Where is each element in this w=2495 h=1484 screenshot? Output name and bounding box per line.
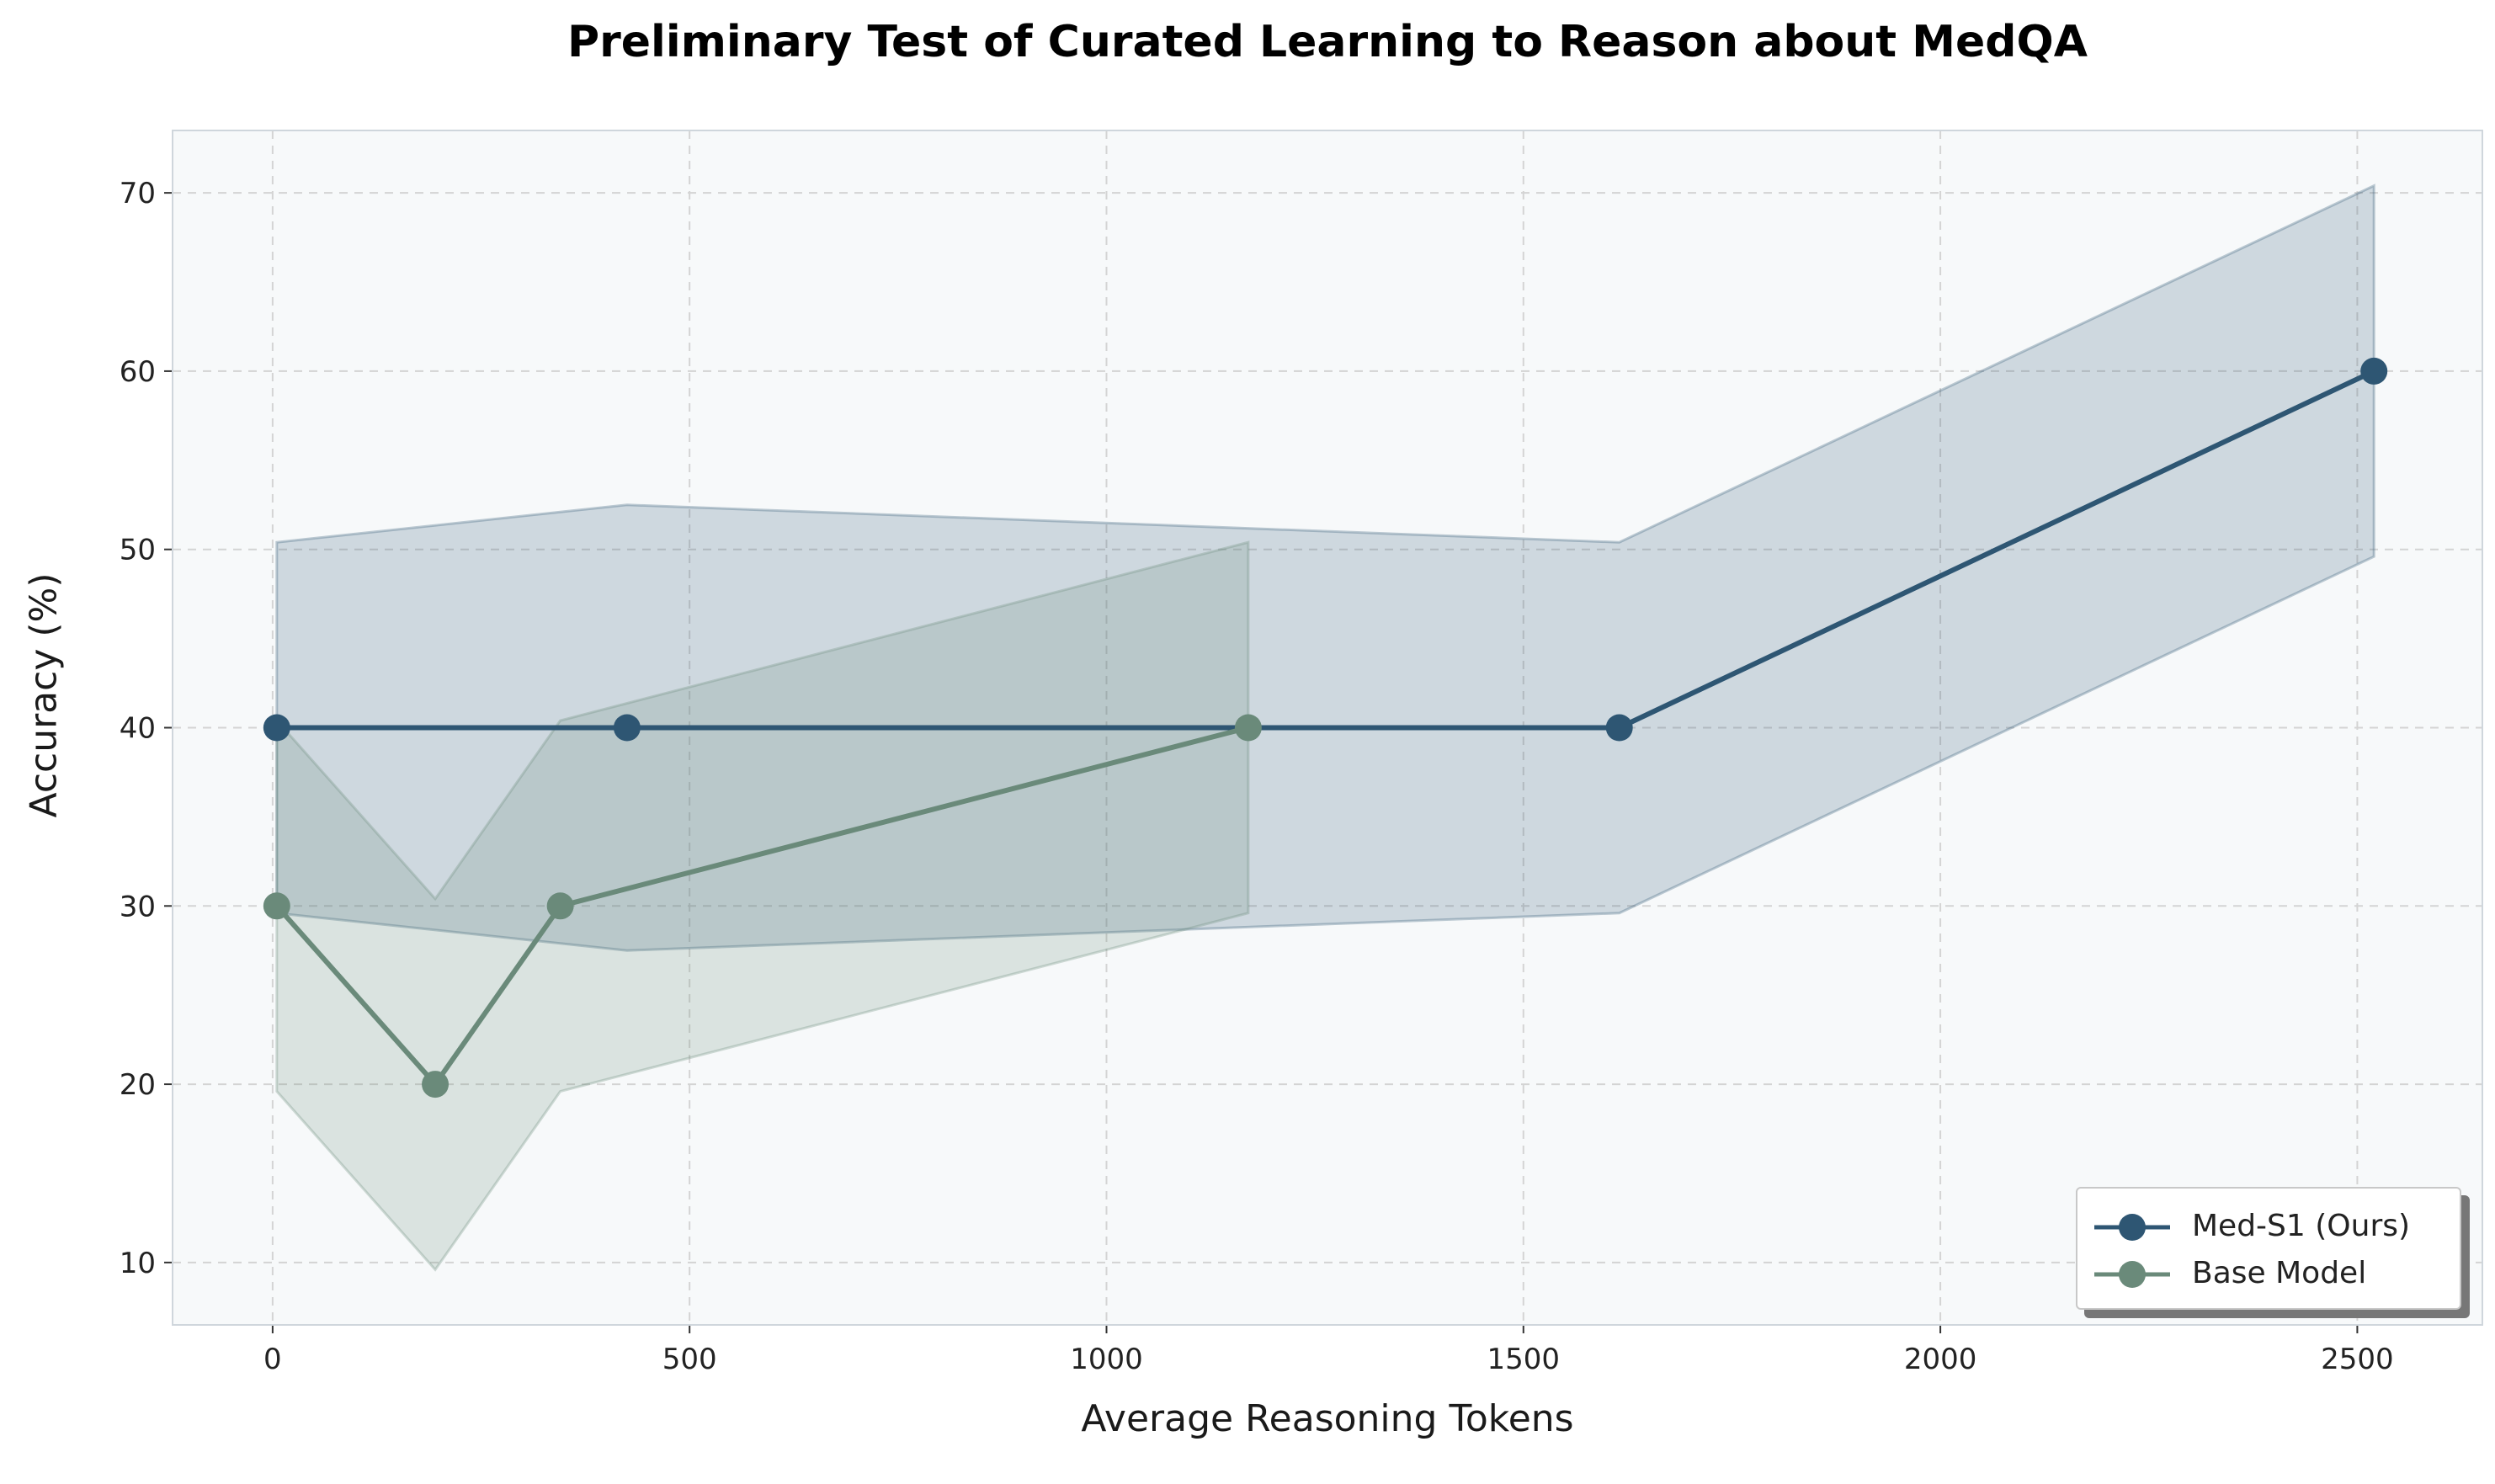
x-tick-label: 1500: [1487, 1343, 1561, 1376]
y-axis-label: Accuracy (%): [22, 572, 66, 818]
confidence-bands: [275, 184, 2375, 1272]
y-tick-label: 30: [120, 890, 156, 923]
point-med-s1-ours: [1605, 714, 1633, 742]
band-med-s1-ours: [275, 184, 2375, 952]
plot-frame: [172, 130, 2483, 1326]
band-base-model: [275, 540, 1250, 1272]
line-base-model: [274, 725, 1249, 1088]
y-axis-ticks: 10 20 30 40 50 60 70: [120, 177, 173, 1280]
point-base-model: [422, 1071, 450, 1098]
x-tick-label: 500: [662, 1343, 717, 1376]
point-med-s1-ours: [2360, 357, 2388, 385]
legend: Med-S1 (Ours) Base Model: [2076, 1187, 2461, 1310]
x-tick-label: 2500: [2321, 1343, 2394, 1376]
x-axis-label: Average Reasoning Tokens: [1081, 1397, 1574, 1440]
x-tick-label: 1000: [1070, 1343, 1143, 1376]
y-tick-label: 10: [120, 1247, 156, 1280]
legend-marker-base-model: [2094, 1261, 2170, 1288]
point-med-s1-ours: [613, 714, 641, 742]
point-base-model: [1234, 714, 1262, 742]
y-tick-label: 40: [120, 712, 156, 746]
legend-item-base-model: Base Model: [2077, 1253, 2460, 1295]
series-points: [263, 357, 2388, 1098]
point-base-model: [546, 892, 574, 920]
line-med-s1-ours: [276, 369, 2375, 731]
x-tick-label: 0: [263, 1343, 282, 1376]
y-tick-label: 50: [120, 534, 156, 567]
chart-title: Preliminary Test of Curated Learning to …: [567, 17, 2088, 67]
legend-label-base-model: Base Model: [2192, 1256, 2367, 1290]
legend-marker-med-s1: [2094, 1214, 2170, 1241]
y-tick-label: 20: [120, 1068, 156, 1102]
point-med-s1-ours: [263, 714, 290, 742]
y-tick-label: 60: [120, 355, 156, 389]
x-axis-ticks: 0 500 1000 1500 2000 2500: [263, 1325, 2394, 1376]
legend-item-med-s1: Med-S1 (Ours): [2077, 1205, 2460, 1247]
point-base-model: [263, 892, 290, 920]
x-tick-label: 2000: [1904, 1343, 1977, 1376]
series-lines: [274, 369, 2375, 1088]
legend-label-med-s1: Med-S1 (Ours): [2192, 1209, 2411, 1243]
y-tick-label: 70: [120, 177, 156, 210]
